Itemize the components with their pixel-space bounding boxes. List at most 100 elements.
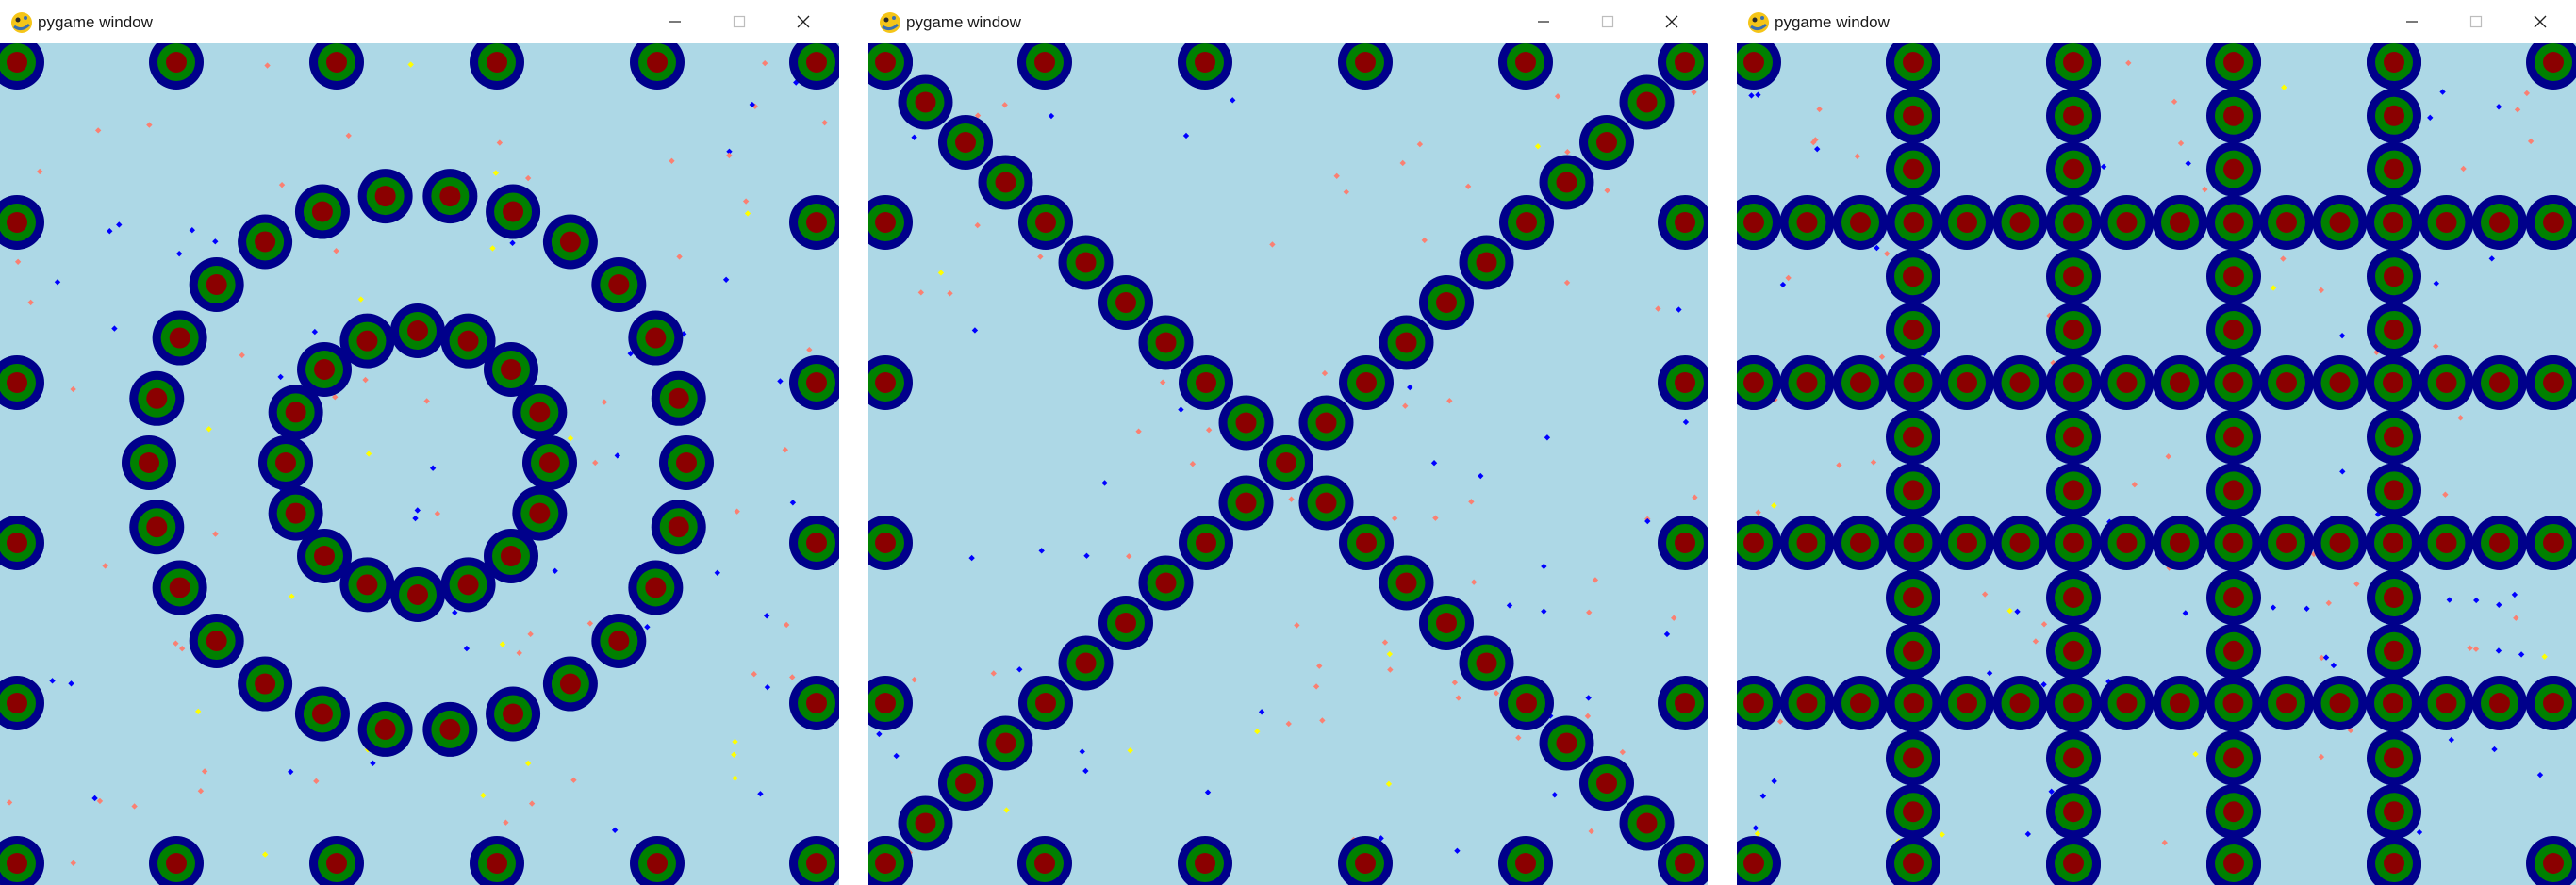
target-ring [152, 560, 207, 615]
particle [1468, 499, 1475, 505]
target-ring [1886, 676, 1941, 730]
target-ring [2046, 88, 2101, 143]
target-ring [1298, 395, 1354, 451]
target-ring [1886, 303, 1940, 357]
particle [1554, 93, 1561, 100]
close-button[interactable] [775, 0, 832, 43]
close-button[interactable] [2512, 0, 2568, 43]
game-canvas[interactable] [868, 43, 1708, 885]
target-ring [659, 435, 714, 490]
target-ring [938, 756, 993, 811]
target-ring [470, 836, 524, 885]
target-ring [2153, 355, 2207, 410]
target-ring [483, 342, 538, 398]
target-ring [2206, 784, 2261, 840]
game-canvas[interactable] [0, 43, 839, 885]
target-ring [268, 385, 323, 440]
target-ring [512, 485, 568, 541]
particle [1386, 650, 1394, 658]
target-ring [2367, 303, 2421, 357]
target-ring [2472, 516, 2527, 570]
target-ring [1779, 516, 1835, 570]
maximize-button[interactable] [711, 0, 768, 43]
target-ring [1017, 43, 1072, 90]
particle [1432, 515, 1439, 521]
target-ring [0, 676, 44, 730]
target-ring [628, 310, 684, 366]
target-ring [152, 310, 207, 366]
minimize-button[interactable] [647, 0, 703, 43]
particle [1771, 778, 1777, 785]
target-ring [591, 613, 647, 668]
target-ring [938, 115, 993, 170]
target-ring [2046, 516, 2101, 570]
pygame-snake-icon [1748, 12, 1769, 33]
particle [763, 613, 770, 619]
target-ring [1658, 195, 1708, 250]
target-ring [2046, 409, 2101, 465]
target-ring [1886, 784, 1940, 840]
minimize-button[interactable] [1515, 0, 1572, 43]
target-ring [1940, 516, 1994, 570]
target-ring [339, 557, 395, 613]
minimize-button[interactable] [2384, 0, 2440, 43]
target-ring [483, 528, 538, 583]
target-ring [2312, 355, 2368, 410]
target-ring [868, 43, 913, 90]
target-ring [309, 836, 364, 885]
target-ring [2206, 141, 2261, 197]
target-ring [1098, 596, 1153, 650]
particle [2032, 638, 2039, 645]
target-ring [1658, 355, 1708, 410]
target-ring [2312, 195, 2368, 250]
particle [2457, 415, 2464, 421]
target-ring [2206, 463, 2261, 518]
target-ring [2205, 355, 2261, 410]
target-ring [2419, 676, 2474, 730]
particle [1586, 609, 1593, 615]
title-bar[interactable]: pygame window [0, 0, 839, 43]
target-ring [440, 313, 496, 369]
target-ring [868, 676, 913, 730]
target-ring [2367, 463, 2421, 518]
particle [764, 683, 771, 691]
target-ring [0, 195, 44, 250]
target-ring [2206, 195, 2261, 251]
target-ring [2419, 516, 2474, 570]
target-ring [2367, 88, 2421, 143]
particle [503, 819, 509, 826]
target-ring [238, 214, 293, 270]
target-ring [0, 43, 44, 90]
game-canvas[interactable] [1737, 43, 2576, 885]
target-ring [1992, 195, 2048, 250]
target-ring [1886, 88, 1940, 143]
title-bar[interactable]: pygame window [1737, 0, 2576, 43]
particle [1402, 402, 1409, 409]
particle [14, 258, 22, 265]
target-ring [2366, 516, 2420, 570]
title-bar[interactable]: pygame window [868, 0, 1708, 43]
target-ring [2153, 676, 2207, 730]
particle [1676, 306, 1682, 313]
target-ring [486, 686, 541, 742]
close-icon [797, 15, 810, 28]
target-ring [2366, 676, 2420, 730]
target-ring [2099, 355, 2155, 410]
target-ring [1992, 676, 2048, 730]
particle [2165, 453, 2171, 460]
maximize-button[interactable] [1579, 0, 1636, 43]
maximize-button[interactable] [2448, 0, 2504, 43]
target-ring [238, 656, 293, 712]
particle [1759, 793, 1767, 799]
target-ring [1779, 355, 1835, 410]
target-ring [542, 656, 598, 712]
particle [1748, 92, 1755, 99]
pygame-window-3: pygame window [1737, 0, 2576, 885]
particle [1407, 384, 1413, 391]
minimize-icon [2406, 21, 2418, 23]
target-ring [1886, 836, 1940, 885]
close-button[interactable] [1643, 0, 1700, 43]
target-ring [1419, 275, 1474, 330]
target-ring [1940, 676, 1994, 730]
target-ring [2046, 463, 2101, 518]
